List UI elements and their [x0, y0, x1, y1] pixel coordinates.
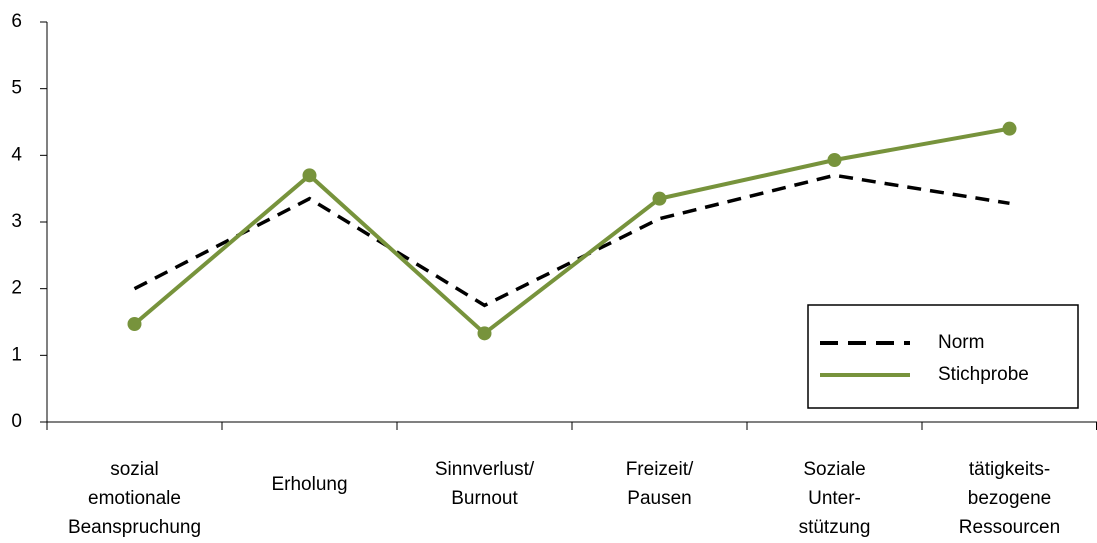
point: [127, 317, 142, 331]
legend-label: Norm: [938, 332, 984, 353]
series-line: [133, 126, 1010, 336]
y-tick-label: 4: [11, 144, 22, 165]
x-tick-label: sozial emotionale Beanspruchung: [68, 459, 201, 538]
y-tick-label: 2: [11, 278, 22, 299]
y-tick-label: 5: [11, 78, 22, 99]
x-tick-label: Sinnverlust/Burnout: [435, 459, 535, 509]
y-tick-label: 6: [11, 11, 22, 32]
y-tick-label: 1: [11, 344, 22, 365]
x-tick-label: tätigkeits-bezogene Ressourcen: [959, 459, 1060, 538]
x-tick-label: Erholung: [271, 474, 347, 495]
point: [477, 326, 492, 341]
legend-label: Stichprobe: [938, 364, 1029, 385]
x-tick-label: Soziale Unter-stützung: [799, 459, 871, 538]
point: [652, 191, 667, 206]
point: [827, 153, 842, 167]
x-tick-label: Freizeit/Pausen: [626, 459, 694, 509]
point: [1002, 121, 1017, 136]
legend-box: [807, 304, 1079, 409]
series-line: [133, 173, 1010, 308]
y-tick-label: 3: [11, 211, 22, 232]
y-tick-label: 0: [11, 411, 22, 432]
point: [302, 168, 317, 183]
